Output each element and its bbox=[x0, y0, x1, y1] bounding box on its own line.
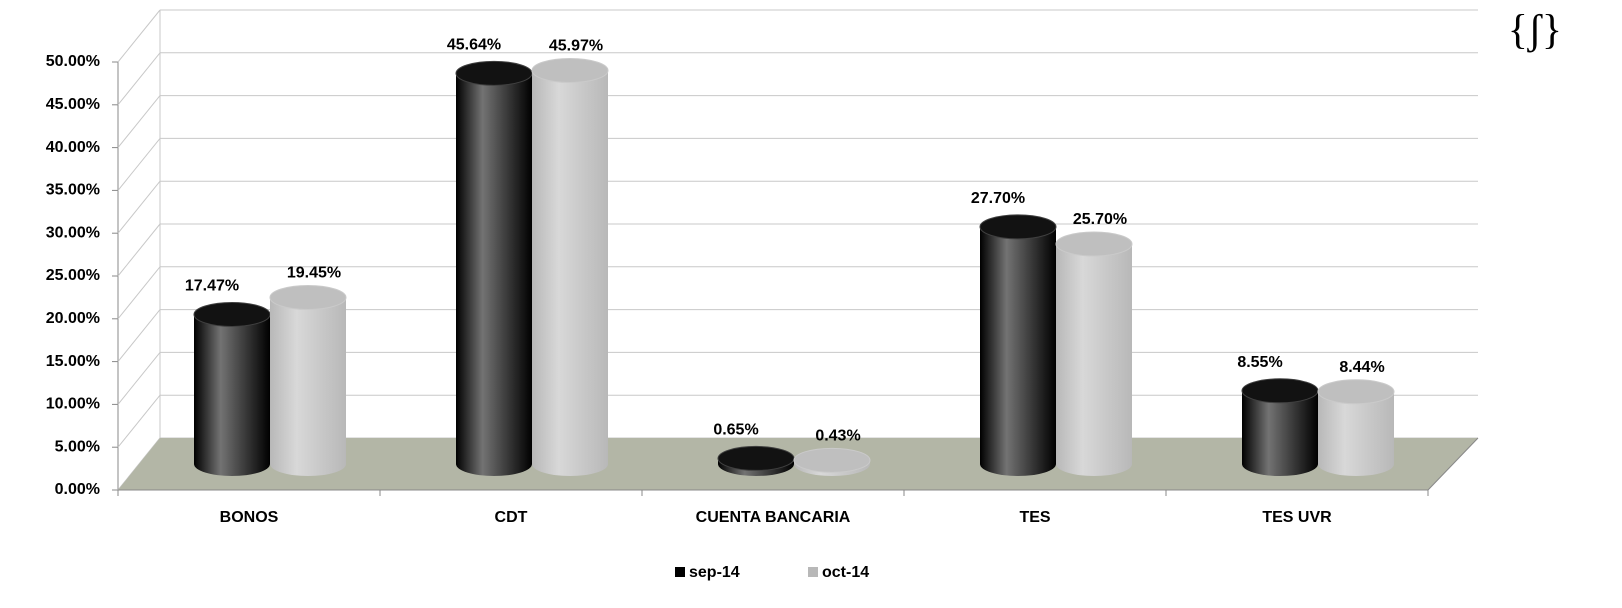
value-label: 19.45% bbox=[287, 265, 341, 282]
cylinder bbox=[531, 57, 609, 477]
grid-line-side bbox=[117, 394, 161, 448]
cylinder-top bbox=[793, 447, 871, 473]
cylinder-top bbox=[531, 57, 609, 83]
grid-line-side bbox=[117, 309, 161, 362]
cylinder-body bbox=[1318, 391, 1394, 476]
cylinder-top bbox=[1055, 231, 1133, 257]
cylinder bbox=[979, 214, 1057, 476]
x-tick-label: CDT bbox=[495, 509, 528, 526]
cylinder-top bbox=[193, 301, 271, 327]
x-tick-label: TES UVR bbox=[1262, 509, 1332, 526]
cylinder-body bbox=[532, 70, 608, 477]
value-label: 0.43% bbox=[815, 428, 860, 445]
y-tick-label: 25.00% bbox=[46, 267, 100, 284]
cylinder bbox=[1317, 379, 1395, 476]
cylinder-body bbox=[194, 314, 270, 476]
value-label: 25.70% bbox=[1073, 211, 1127, 228]
cylinder bbox=[455, 60, 533, 477]
grid-line-side bbox=[117, 266, 161, 320]
y-tick-label: 40.00% bbox=[46, 139, 100, 156]
y-tick-label: 35.00% bbox=[46, 182, 100, 199]
x-axis-side bbox=[1427, 437, 1479, 491]
legend-swatch bbox=[808, 567, 818, 577]
cylinder bbox=[269, 285, 347, 476]
cylinder-top bbox=[1241, 378, 1319, 404]
logo: {ʃ} bbox=[1508, 8, 1562, 54]
grid-line-side bbox=[117, 9, 161, 63]
cylinder-top bbox=[979, 214, 1057, 240]
value-label: 27.70% bbox=[971, 190, 1025, 207]
cylinder-top bbox=[1317, 379, 1395, 405]
value-label: 8.44% bbox=[1339, 359, 1384, 376]
grid-line-side bbox=[117, 95, 161, 148]
y-tick-label: 5.00% bbox=[55, 438, 100, 455]
legend-swatch bbox=[675, 567, 685, 577]
y-tick-label: 10.00% bbox=[46, 396, 100, 413]
y-tick-label: 50.00% bbox=[46, 53, 100, 70]
value-label: 45.97% bbox=[549, 38, 603, 55]
value-label: 8.55% bbox=[1237, 354, 1282, 371]
y-tick-label: 45.00% bbox=[46, 96, 100, 113]
grid-line-side bbox=[117, 180, 161, 234]
cylinder-body bbox=[980, 226, 1056, 476]
y-tick-label: 15.00% bbox=[46, 353, 100, 370]
grid-line-side bbox=[117, 352, 161, 405]
cylinder-body bbox=[1242, 390, 1318, 476]
cylinder bbox=[1055, 231, 1133, 476]
cylinder-top bbox=[269, 285, 347, 311]
y-tick-label: 20.00% bbox=[46, 310, 100, 327]
x-tick-label: CUENTA BANCARIA bbox=[696, 509, 851, 526]
cylinder-body bbox=[1056, 244, 1132, 476]
y-tick-label: 0.00% bbox=[55, 481, 100, 498]
value-label: 45.64% bbox=[447, 37, 501, 54]
x-tick-label: TES bbox=[1019, 509, 1050, 526]
x-tick-label: BONOS bbox=[220, 509, 279, 526]
value-label: 17.47% bbox=[185, 278, 239, 295]
legend-label: oct-14 bbox=[822, 564, 869, 581]
grid-line-side bbox=[117, 52, 161, 106]
cylinder-top bbox=[455, 60, 533, 86]
grid-line-side bbox=[117, 223, 161, 277]
cylinder-top bbox=[717, 445, 795, 471]
cylinder bbox=[193, 301, 271, 476]
cylinder bbox=[717, 445, 795, 476]
cylinder bbox=[1241, 378, 1319, 476]
y-tick-label: 30.00% bbox=[46, 224, 100, 241]
cylinder-body bbox=[456, 73, 532, 477]
cylinder bbox=[793, 447, 871, 476]
legend-label: sep-14 bbox=[689, 564, 740, 581]
value-label: 0.65% bbox=[713, 422, 758, 439]
cylinder-body bbox=[270, 297, 346, 476]
grid-line-side bbox=[117, 138, 161, 191]
